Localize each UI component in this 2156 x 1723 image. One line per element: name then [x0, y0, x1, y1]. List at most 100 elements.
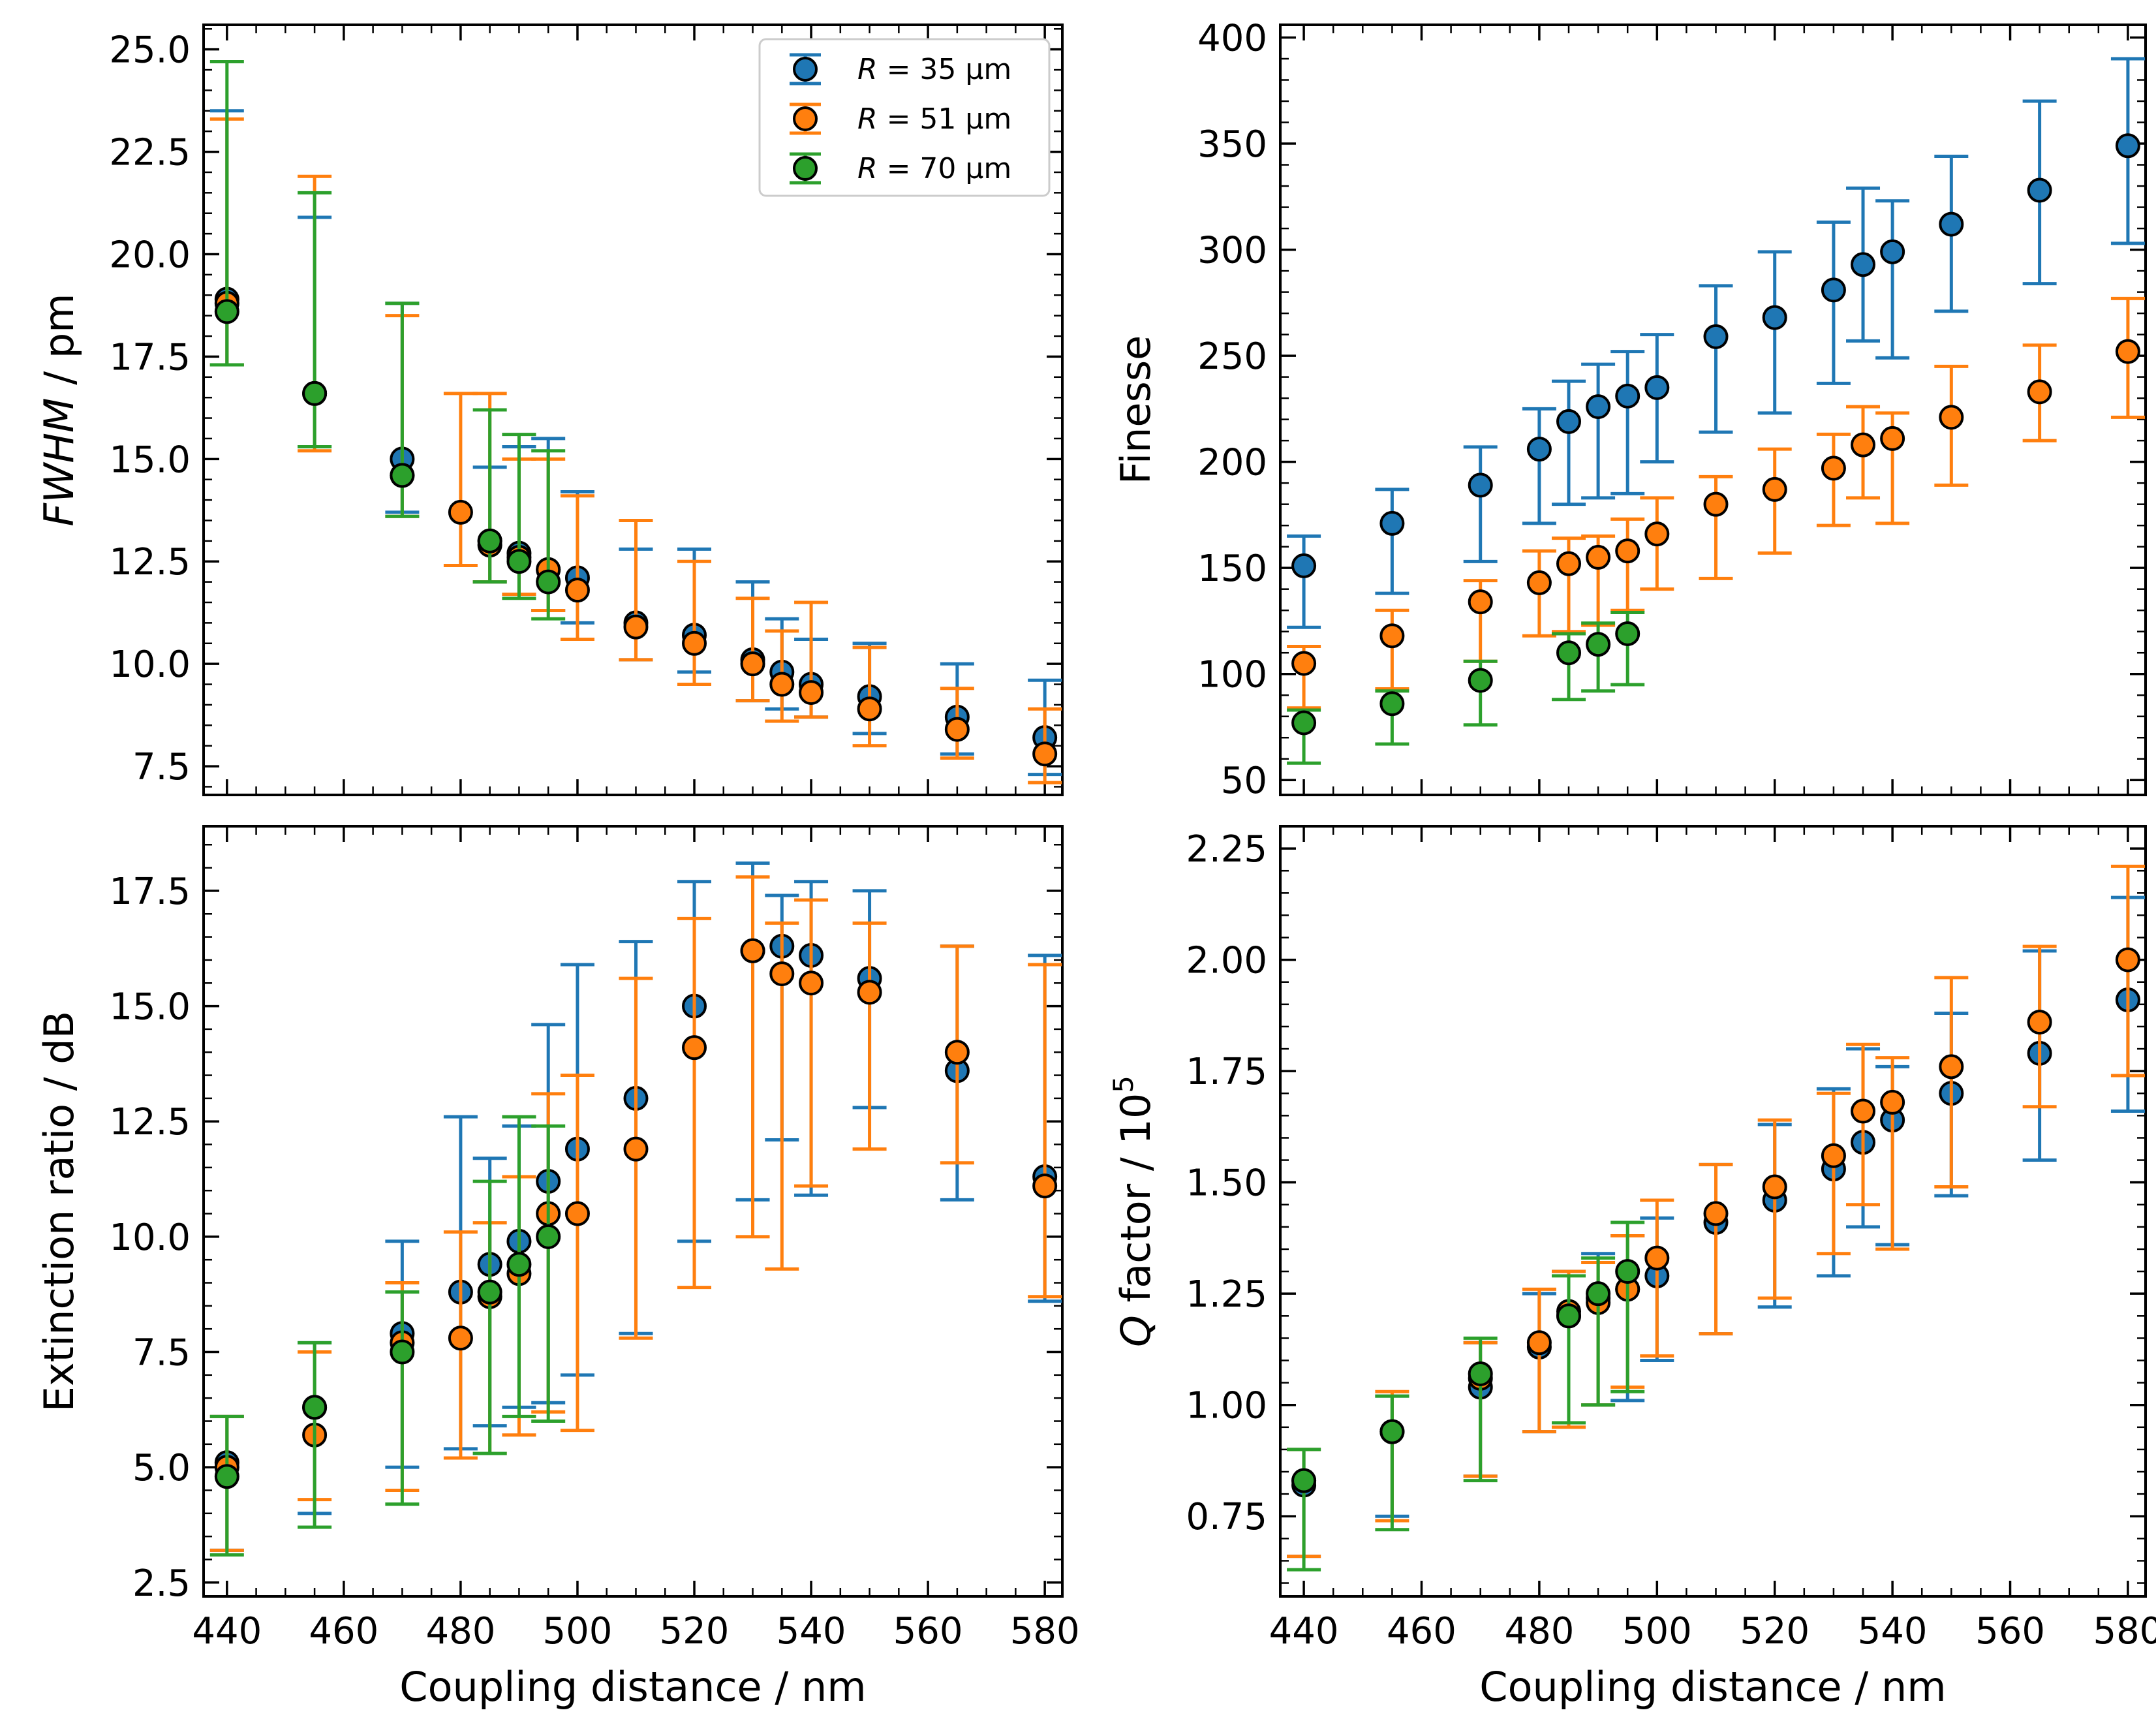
finesse-point	[2115, 133, 2140, 159]
fwhm-point	[623, 614, 649, 640]
extinction-point	[857, 980, 882, 1005]
extinction-point	[214, 1464, 239, 1489]
finesse-point	[1821, 277, 1846, 303]
finesse-ytick-label: 250	[1197, 335, 1267, 378]
finesse-point	[1526, 437, 1552, 462]
fwhm-point	[302, 380, 328, 406]
fwhm-point	[799, 680, 824, 706]
finesse-point	[1379, 510, 1405, 536]
qfactor-ylabel: Q factor / 105	[1107, 1076, 1160, 1347]
extinction-ylabel: Extinction ratio / dB	[35, 1011, 83, 1412]
qfactor-point	[1526, 1330, 1552, 1356]
qfactor-ylabel-italic: Q	[1112, 1315, 1160, 1347]
extinction-point	[506, 1252, 532, 1277]
qfactor-xtick-label: 540	[1858, 1610, 1928, 1653]
qfactor-ytick-label: 1.25	[1186, 1273, 1267, 1316]
fwhm-ytick-label: 17.5	[109, 336, 191, 379]
extinction-point	[799, 970, 824, 996]
finesse-ytick-label: 300	[1197, 230, 1267, 272]
qfactor-ylabel-text: factor / 10	[1112, 1093, 1160, 1316]
qfactor-ytick-label: 2.25	[1186, 828, 1267, 871]
finesse-point	[1379, 623, 1405, 649]
finesse-point	[1644, 375, 1670, 400]
finesse-point	[2027, 178, 2052, 203]
legend-marker-R70	[793, 156, 818, 181]
finesse-point	[1762, 476, 1787, 502]
qfactor-point	[1586, 1281, 1611, 1307]
extinction-ytick-label: 12.5	[109, 1101, 191, 1143]
legend-label-text: = 51 µm	[878, 102, 1012, 136]
legend-label-italic: R	[857, 53, 878, 86]
finesse-point	[1880, 239, 1905, 264]
extinction-point	[564, 1201, 590, 1226]
finesse-ylabel: Finesse	[1112, 335, 1160, 485]
fwhm-point	[769, 672, 795, 697]
extinction-xtick-label: 500	[543, 1610, 613, 1653]
finesse-point	[1821, 456, 1846, 481]
qfactor-point	[1880, 1089, 1905, 1115]
fwhm-point	[390, 463, 415, 488]
finesse-series-R35	[1287, 57, 2145, 629]
qfactor-point	[1291, 1468, 1317, 1493]
legend-marker-R51	[793, 106, 818, 131]
qfactor-ytick-label: 1.75	[1186, 1051, 1267, 1093]
finesse-point	[1939, 405, 1964, 430]
extinction-point	[740, 938, 765, 963]
finesse-point	[1880, 426, 1905, 451]
legend: R = 35 µmR = 51 µmR = 70 µm	[758, 38, 1051, 197]
extinction-point	[302, 1395, 328, 1420]
extinction-xlabel: Coupling distance / nm	[399, 1663, 866, 1711]
fwhm-ylabel-italic: FWHM	[35, 397, 83, 526]
qfactor-point	[1703, 1201, 1729, 1226]
finesse-point	[1586, 544, 1611, 570]
fwhm-point	[506, 549, 532, 574]
extinction-point	[1032, 1173, 1058, 1199]
finesse-point	[2027, 379, 2052, 405]
finesse-point	[1556, 640, 1581, 666]
finesse-point	[1556, 551, 1581, 576]
extinction-ytick-label: 10.0	[109, 1217, 191, 1259]
qfactor-xtick-label: 480	[1504, 1610, 1574, 1653]
extinction-point	[682, 1035, 707, 1061]
finesse-point	[1939, 211, 1964, 237]
finesse-point	[1851, 252, 1876, 277]
extinction-xtick-label: 520	[660, 1610, 730, 1653]
fwhm-ytick-label: 25.0	[109, 29, 191, 72]
finesse-point	[1379, 691, 1405, 717]
finesse-point	[1468, 668, 1493, 693]
qfactor-xtick-label: 440	[1269, 1610, 1339, 1653]
extinction-point	[390, 1339, 415, 1365]
qfactor-xtick-label: 580	[2093, 1610, 2156, 1653]
finesse-ytick-label: 150	[1197, 548, 1267, 590]
qfactor-ytick-label: 2.00	[1186, 940, 1267, 982]
fwhm-ytick-label: 20.0	[109, 234, 191, 276]
finesse-point	[1703, 491, 1729, 517]
qfactor-ytick-label: 0.75	[1186, 1496, 1267, 1538]
extinction-point	[769, 961, 795, 987]
finesse-ytick-label: 350	[1197, 123, 1267, 166]
fwhm-ylabel-text: / pm	[35, 293, 83, 397]
legend-label-text: = 35 µm	[878, 53, 1012, 86]
finesse-point	[1291, 651, 1317, 676]
extinction-point	[536, 1224, 561, 1249]
finesse-ytick-label: 50	[1221, 760, 1267, 802]
fwhm-point	[740, 651, 765, 677]
fwhm-point	[214, 299, 239, 324]
qfactor-ylabel-sup: 5	[1107, 1076, 1139, 1093]
legend-label-text: = 70 µm	[878, 152, 1012, 185]
extinction-ytick-label: 17.5	[109, 871, 191, 913]
finesse-point	[1615, 383, 1640, 409]
extinction-point	[448, 1326, 473, 1351]
legend-label-R35: R = 35 µm	[857, 53, 1011, 86]
extinction-xtick-label: 560	[893, 1610, 963, 1653]
finesse-series-R51	[1287, 296, 2145, 710]
legend-box	[758, 38, 1051, 197]
qfactor-point	[1379, 1419, 1405, 1444]
finesse-point	[1586, 632, 1611, 657]
qfactor-xtick-label: 500	[1622, 1610, 1692, 1653]
qfactor-point	[2027, 1010, 2052, 1035]
fwhm-ytick-label: 10.0	[109, 644, 191, 686]
finesse-point	[1556, 409, 1581, 434]
finesse-point	[1468, 473, 1493, 498]
